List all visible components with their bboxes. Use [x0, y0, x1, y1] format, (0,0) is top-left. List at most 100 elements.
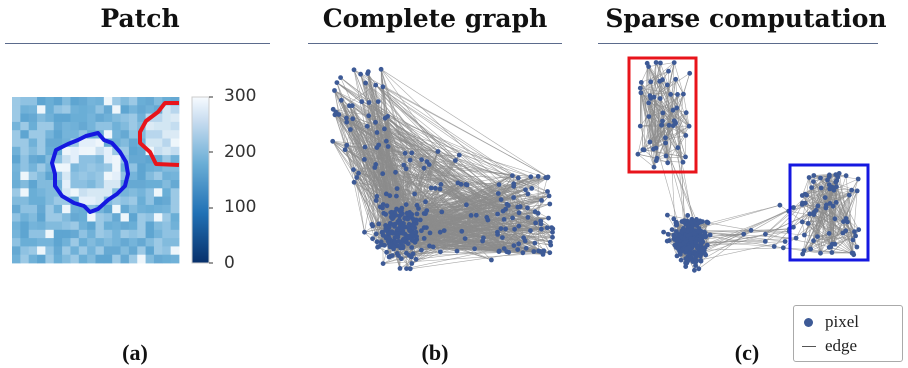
pixel-node [344, 115, 349, 121]
pixel-node [338, 75, 343, 80]
pixel-node [854, 244, 860, 250]
edge [650, 81, 662, 126]
edge [783, 205, 834, 249]
pixel-node [664, 82, 670, 88]
edge [660, 62, 687, 136]
edge [353, 69, 414, 220]
pixel-node [834, 184, 839, 190]
edge [637, 153, 655, 168]
pixel-node [383, 234, 389, 240]
edge [817, 205, 821, 254]
edge [789, 204, 803, 229]
pixel-node [501, 217, 507, 222]
pixel-node [387, 193, 393, 199]
edge [648, 66, 676, 123]
edge [387, 116, 531, 178]
edge [380, 69, 549, 178]
edge [410, 251, 534, 270]
pixel-node [396, 239, 402, 244]
pixel-node [344, 142, 350, 148]
edge [813, 181, 836, 219]
pixel-node [697, 253, 703, 259]
edge [388, 215, 472, 242]
pixel-node [548, 242, 554, 248]
colorbar-label-300: 300 [224, 86, 257, 106]
pixel-node [825, 177, 830, 183]
pixel-node [384, 203, 390, 209]
pixel-node [644, 60, 650, 66]
pixel-node [389, 253, 395, 258]
pixel-node [525, 215, 531, 220]
pixel-node [363, 80, 368, 86]
pixel-node [780, 245, 786, 251]
edge [380, 69, 418, 206]
legend-item-edge: edge [802, 336, 857, 356]
pixel-node [674, 238, 679, 244]
pixel-node [694, 253, 699, 259]
pixel-node [544, 225, 550, 231]
edge [648, 66, 690, 127]
pixel-node [378, 242, 384, 248]
edge [649, 95, 666, 138]
pixel-node [362, 157, 367, 162]
pixel-node [528, 228, 533, 234]
pixel-node [535, 174, 541, 179]
edge [817, 205, 856, 237]
edge [773, 176, 839, 247]
colorbar-label-200: 200 [224, 142, 257, 162]
edge [334, 114, 509, 253]
pixel-node [829, 250, 835, 255]
pixel-node [698, 258, 704, 263]
panel-a-title-rule [5, 43, 270, 44]
pixel-node [782, 239, 788, 244]
edge [836, 194, 850, 203]
pixel-node [373, 119, 378, 125]
pixel-node [403, 202, 409, 208]
pixel-node [370, 236, 375, 242]
blue-box [788, 163, 870, 262]
pixel-node [511, 195, 516, 200]
pixel-node [683, 110, 689, 116]
pixel-node [351, 67, 357, 73]
edge [382, 173, 519, 179]
pixel-node [421, 225, 427, 231]
pixel-node [703, 252, 709, 258]
pixel-node [344, 119, 350, 125]
pixel-node [547, 250, 553, 256]
pixel-node [741, 231, 747, 237]
pixel-node [693, 258, 699, 263]
pixel-node [843, 173, 849, 179]
edge [765, 233, 831, 248]
pixel-node [827, 201, 833, 206]
pixel-node [454, 248, 460, 254]
edge [683, 94, 690, 127]
pixel-node [854, 188, 860, 194]
pixel-node [405, 211, 411, 217]
pixel-node [833, 200, 839, 205]
pixel-node [833, 179, 839, 185]
edge [677, 94, 690, 127]
image-patch [12, 97, 180, 264]
pixel-node [692, 267, 697, 273]
pixel-node [405, 241, 411, 247]
pixel-node [852, 229, 857, 235]
pixel-node [701, 233, 707, 238]
pixel-node [464, 202, 469, 208]
pixel-node [515, 175, 521, 181]
edge [375, 85, 382, 245]
edge [813, 181, 831, 204]
edge [817, 205, 858, 248]
edge [693, 230, 786, 242]
edge [828, 190, 852, 234]
pixel-node [437, 186, 443, 192]
pixel-node [657, 78, 663, 84]
edge [813, 197, 826, 241]
edge [440, 184, 542, 225]
pixel-node [390, 222, 396, 228]
legend-pixel-label: pixel [825, 312, 859, 331]
edge [346, 117, 506, 230]
pixel-node [544, 175, 550, 181]
pixel-node [663, 135, 668, 141]
pixel-node [669, 227, 675, 233]
pixel-node [651, 94, 657, 100]
